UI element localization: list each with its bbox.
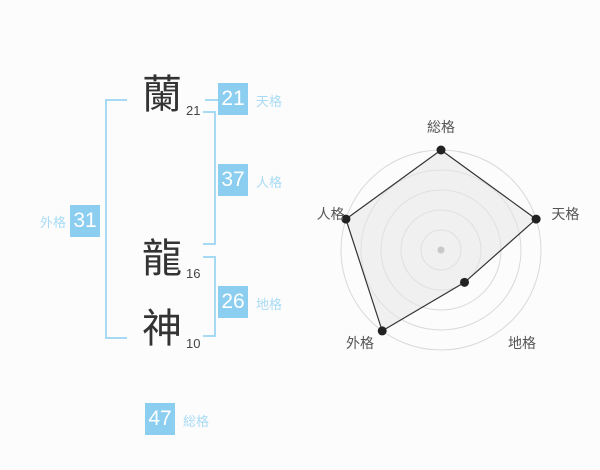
chikaku-label: 地格 [256, 297, 283, 312]
radar-data-point [531, 214, 541, 224]
name-char-1-strokes: 21 [186, 103, 201, 118]
jinkaku-value: 37 [221, 168, 245, 191]
name-char-2: 龍 [142, 237, 182, 281]
gaikaku-bracket [105, 99, 127, 339]
chikaku-value: 26 [221, 290, 245, 313]
name-char-3: 神 [142, 307, 182, 351]
chikaku-bracket [203, 256, 216, 337]
radar-axis-label: 総格 [427, 119, 455, 135]
tenkaku-value: 21 [221, 87, 245, 110]
name-char-1: 蘭 [142, 73, 182, 117]
gaikaku-value-box: 31 [70, 205, 100, 237]
name-char-2-strokes: 16 [186, 266, 201, 281]
jinkaku-bracket [203, 111, 216, 245]
radar-axis-label: 外格 [346, 335, 374, 351]
gaikaku-label: 外格 [39, 215, 66, 230]
radar-center-dot [437, 246, 445, 254]
jinkaku-value-box: 37 [218, 164, 248, 196]
gaikaku-value: 31 [73, 209, 97, 232]
tenkaku-label: 天格 [256, 94, 283, 109]
radar-data-point [377, 326, 387, 336]
name-char-3-strokes: 10 [186, 336, 201, 351]
tenkaku-value-box: 21 [218, 83, 248, 115]
radar-data-point [436, 145, 446, 155]
radar-polygon [345, 149, 538, 332]
radar-data-point [460, 277, 470, 287]
tenkaku-connector [205, 99, 218, 101]
jinkaku-label: 人格 [256, 175, 283, 190]
radar-axis-label: 人格 [317, 206, 345, 222]
chikaku-value-box: 26 [218, 286, 248, 318]
soukaku-value: 47 [148, 407, 172, 430]
soukaku-label: 総格 [183, 414, 210, 429]
radar-axis-label: 天格 [551, 206, 579, 222]
radar-data-point [341, 214, 351, 224]
radar-axis-label: 地格 [508, 335, 536, 351]
soukaku-value-box: 47 [145, 403, 175, 435]
